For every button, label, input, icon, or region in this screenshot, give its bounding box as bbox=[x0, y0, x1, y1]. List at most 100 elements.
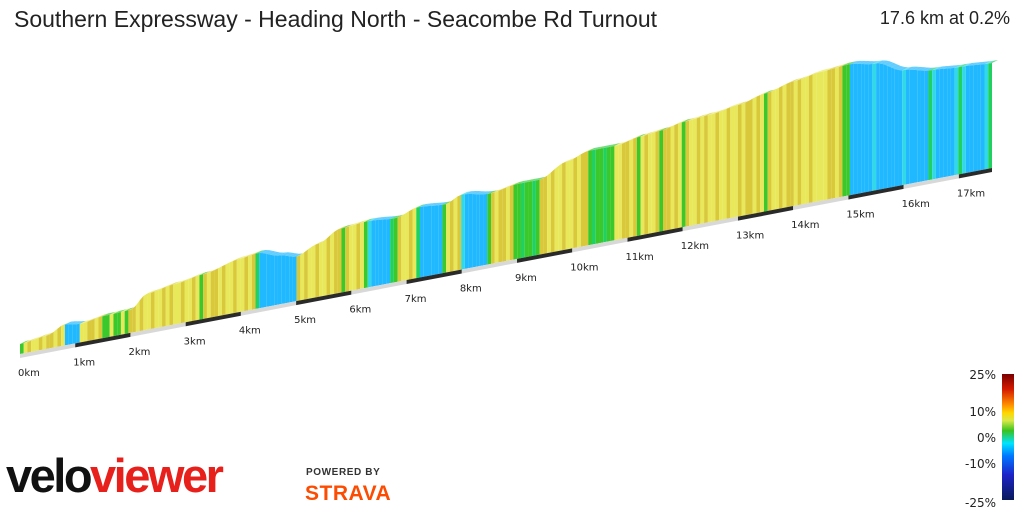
profile-segment bbox=[292, 256, 297, 302]
profile-segment bbox=[214, 268, 219, 317]
profile-segment bbox=[745, 100, 749, 216]
profile-segment bbox=[472, 194, 477, 268]
base-strip-segment bbox=[296, 290, 352, 306]
profile-segment-top bbox=[289, 253, 299, 257]
profile-segment bbox=[595, 148, 600, 244]
base-strip-segment bbox=[682, 216, 738, 232]
profile-segment-top bbox=[348, 222, 359, 227]
profile-segment bbox=[360, 222, 364, 289]
profile-segment-top bbox=[909, 66, 920, 70]
profile-segment bbox=[147, 292, 151, 330]
km-tick-label: 9km bbox=[515, 273, 537, 284]
profile-segment bbox=[913, 69, 918, 184]
profile-segment bbox=[801, 77, 806, 205]
profile-segment bbox=[569, 158, 574, 249]
profile-segment bbox=[94, 317, 99, 340]
profile-segment bbox=[707, 114, 712, 223]
profile-segment bbox=[240, 257, 245, 312]
km-tick-label: 8km bbox=[460, 283, 482, 294]
profile-segment bbox=[300, 252, 305, 301]
profile-segment bbox=[629, 138, 634, 238]
profile-segment-top bbox=[883, 61, 894, 66]
profile-segment bbox=[969, 65, 974, 173]
profile-segment-top bbox=[378, 216, 389, 220]
profile-segment bbox=[393, 217, 398, 283]
profile-segment bbox=[898, 70, 903, 186]
legend-label-minus10: -10% bbox=[964, 457, 996, 471]
profile-segment bbox=[251, 253, 256, 310]
profile-segment bbox=[162, 286, 166, 327]
profile-segment-top bbox=[147, 289, 157, 294]
profile-segment-top bbox=[124, 307, 135, 312]
profile-segment-top bbox=[154, 287, 165, 292]
profile-segment bbox=[461, 194, 465, 270]
profile-segment-top bbox=[360, 219, 370, 224]
profile-segment bbox=[767, 91, 772, 211]
profile-segment bbox=[633, 137, 637, 237]
profile-segment-top bbox=[72, 321, 83, 325]
profile-segment-top bbox=[236, 255, 247, 260]
base-strip-segment bbox=[406, 269, 462, 285]
profile-segment bbox=[879, 63, 884, 190]
profile-segment-top bbox=[285, 252, 296, 257]
profile-segment bbox=[87, 320, 92, 342]
profile-segment bbox=[659, 130, 664, 232]
profile-segment bbox=[674, 123, 678, 229]
powered-by-label: POWERED BY bbox=[306, 467, 381, 478]
profile-segment bbox=[947, 68, 951, 177]
profile-segment-top bbox=[666, 123, 677, 129]
profile-segment bbox=[341, 227, 346, 293]
base-strip-segment bbox=[903, 174, 959, 189]
elevation-profile-chart: 0km 1km 2km 3km 4km 5km 6km 7km 8km 9km 10km 11km 12… bbox=[18, 59, 998, 379]
profile-segment bbox=[775, 87, 779, 210]
profile-segment-top bbox=[760, 90, 770, 95]
base-strip-segment bbox=[461, 258, 518, 274]
profile-segment bbox=[337, 228, 342, 294]
profile-segment-top bbox=[337, 225, 348, 230]
profile-segment bbox=[636, 136, 641, 236]
profile-segment-top bbox=[520, 179, 531, 184]
profile-segment-top bbox=[352, 221, 363, 226]
profile-segment bbox=[816, 72, 821, 202]
profile-segment-top bbox=[565, 157, 576, 162]
profile-ribbons bbox=[20, 59, 998, 354]
profile-segment bbox=[565, 160, 570, 250]
profile-segment-top bbox=[689, 116, 699, 121]
profile-segment bbox=[304, 249, 308, 300]
profile-segment bbox=[427, 205, 432, 277]
profile-segment bbox=[603, 147, 607, 243]
profile-segment bbox=[274, 255, 278, 306]
profile-segment bbox=[375, 219, 379, 287]
profile-segment-top bbox=[834, 63, 845, 69]
profile-segment-top bbox=[685, 117, 696, 122]
profile-segment-top bbox=[79, 320, 90, 324]
profile-segment-top bbox=[113, 309, 124, 314]
profile-segment bbox=[842, 64, 847, 197]
profile-segment-top bbox=[292, 253, 303, 257]
profile-segment bbox=[371, 220, 376, 287]
profile-segment-top bbox=[491, 189, 501, 194]
profile-segment bbox=[965, 65, 970, 174]
profile-segment bbox=[573, 156, 578, 249]
profile-segment bbox=[562, 161, 566, 251]
profile-segment bbox=[31, 339, 35, 352]
profile-segment bbox=[599, 148, 604, 244]
profile-segment bbox=[883, 64, 888, 189]
profile-segment bbox=[221, 264, 226, 316]
profile-segment bbox=[610, 146, 615, 241]
profile-segment bbox=[692, 118, 697, 226]
profile-segment bbox=[771, 89, 776, 211]
profile-segment-top bbox=[173, 280, 184, 285]
profile-segment-top bbox=[494, 187, 505, 193]
km-tick-label: 16km bbox=[902, 199, 930, 210]
profile-segment bbox=[939, 68, 944, 179]
profile-segment-top bbox=[659, 127, 670, 131]
profile-segment-top bbox=[891, 64, 901, 69]
profile-segment bbox=[487, 193, 492, 265]
profile-segment-top bbox=[367, 217, 378, 222]
profile-segment bbox=[577, 154, 581, 248]
profile-segment-top bbox=[988, 59, 998, 64]
profile-segment bbox=[625, 140, 630, 239]
profile-segment bbox=[124, 310, 129, 334]
profile-segment-top bbox=[651, 128, 662, 134]
